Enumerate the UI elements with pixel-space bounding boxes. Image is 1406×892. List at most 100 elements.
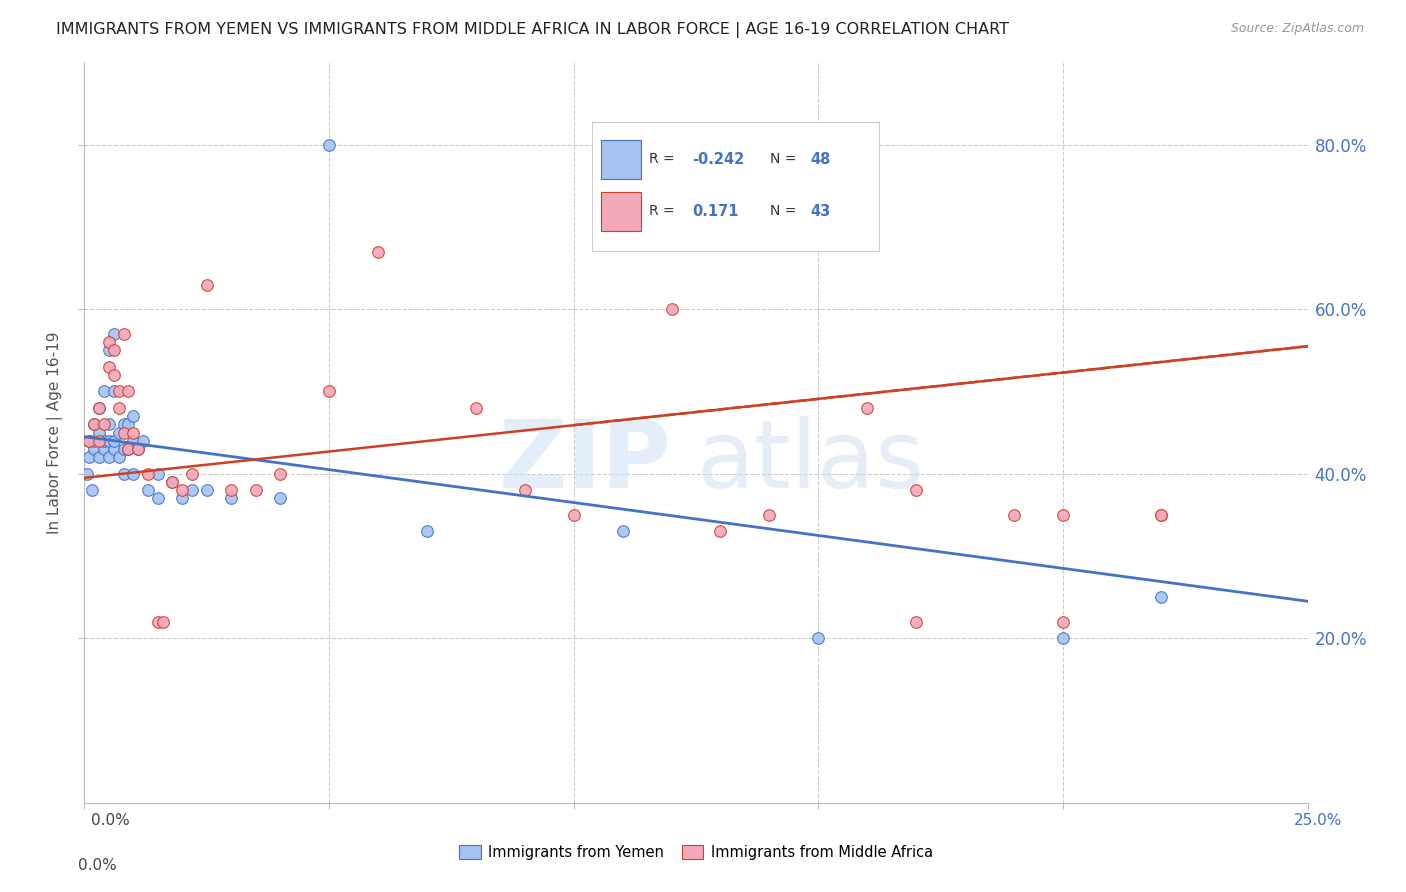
Point: [136, 483, 159, 498]
Y-axis label: In Labor Force | Age 16-19: In Labor Force | Age 16-19: [46, 331, 63, 534]
Point: [97, 359, 120, 374]
Point: [245, 483, 267, 498]
Point: [103, 434, 125, 448]
Point: [83, 417, 105, 432]
Point: [269, 467, 291, 481]
Point: [318, 137, 340, 152]
Point: [146, 615, 169, 629]
Text: IMMIGRANTS FROM YEMEN VS IMMIGRANTS FROM MIDDLE AFRICA IN LABOR FORCE | AGE 16-1: IMMIGRANTS FROM YEMEN VS IMMIGRANTS FROM…: [56, 22, 1010, 38]
Text: ZIP: ZIP: [499, 417, 672, 508]
Point: [136, 467, 159, 481]
Point: [76, 467, 98, 481]
Point: [612, 524, 634, 539]
Point: [87, 401, 110, 415]
Point: [132, 434, 155, 448]
Point: [856, 401, 879, 415]
Point: [195, 483, 218, 498]
Point: [219, 491, 242, 506]
Point: [93, 442, 115, 456]
Point: [152, 615, 174, 629]
Point: [122, 467, 145, 481]
Point: [117, 417, 139, 432]
Point: [122, 434, 145, 448]
Point: [103, 343, 125, 358]
Point: [181, 467, 204, 481]
Point: [97, 434, 120, 448]
Point: [97, 343, 120, 358]
Point: [162, 475, 184, 489]
Point: [97, 417, 120, 432]
Point: [87, 450, 110, 465]
Point: [103, 368, 125, 382]
Point: [117, 442, 139, 456]
Point: [562, 508, 585, 522]
Point: [112, 467, 135, 481]
Point: [1002, 508, 1025, 522]
Point: [87, 401, 110, 415]
Point: [93, 434, 115, 448]
Point: [93, 384, 115, 399]
Point: [181, 483, 204, 498]
Point: [172, 483, 194, 498]
Point: [117, 442, 139, 456]
Point: [1150, 508, 1173, 522]
Point: [1052, 508, 1074, 522]
Text: atlas: atlas: [696, 417, 924, 508]
Text: 25.0%: 25.0%: [1295, 814, 1343, 828]
Point: [807, 632, 830, 646]
Point: [87, 425, 110, 440]
Point: [107, 384, 129, 399]
Text: 0.0%: 0.0%: [91, 814, 131, 828]
Text: 0.0%: 0.0%: [79, 858, 117, 873]
Point: [83, 434, 105, 448]
Point: [80, 483, 103, 498]
Point: [103, 326, 125, 341]
Point: [758, 508, 780, 522]
Point: [93, 417, 115, 432]
Point: [112, 425, 135, 440]
Point: [1150, 508, 1173, 522]
Point: [77, 450, 100, 465]
Point: [464, 401, 486, 415]
Point: [219, 483, 242, 498]
Point: [122, 409, 145, 424]
Text: Source: ZipAtlas.com: Source: ZipAtlas.com: [1230, 22, 1364, 36]
Point: [127, 442, 149, 456]
Point: [1052, 632, 1074, 646]
Point: [416, 524, 439, 539]
Point: [367, 244, 389, 259]
Point: [122, 425, 145, 440]
Point: [513, 483, 536, 498]
Point: [97, 335, 120, 350]
Point: [112, 326, 135, 341]
Point: [172, 491, 194, 506]
Point: [77, 434, 100, 448]
Point: [112, 442, 135, 456]
Point: [146, 491, 169, 506]
Point: [117, 384, 139, 399]
Point: [97, 450, 120, 465]
Point: [103, 384, 125, 399]
Point: [107, 401, 129, 415]
Point: [87, 434, 110, 448]
Point: [318, 384, 340, 399]
Point: [103, 442, 125, 456]
Point: [127, 442, 149, 456]
Point: [162, 475, 184, 489]
Point: [146, 467, 169, 481]
Point: [107, 425, 129, 440]
Point: [107, 450, 129, 465]
Legend: Immigrants from Yemen, Immigrants from Middle Africa: Immigrants from Yemen, Immigrants from M…: [453, 839, 939, 866]
Point: [195, 277, 218, 292]
Point: [661, 302, 683, 317]
Point: [1150, 590, 1173, 604]
Point: [269, 491, 291, 506]
Point: [83, 442, 105, 456]
Point: [1052, 615, 1074, 629]
Point: [709, 524, 731, 539]
Point: [112, 417, 135, 432]
Point: [83, 417, 105, 432]
Point: [77, 434, 100, 448]
Point: [905, 615, 928, 629]
Point: [905, 483, 928, 498]
